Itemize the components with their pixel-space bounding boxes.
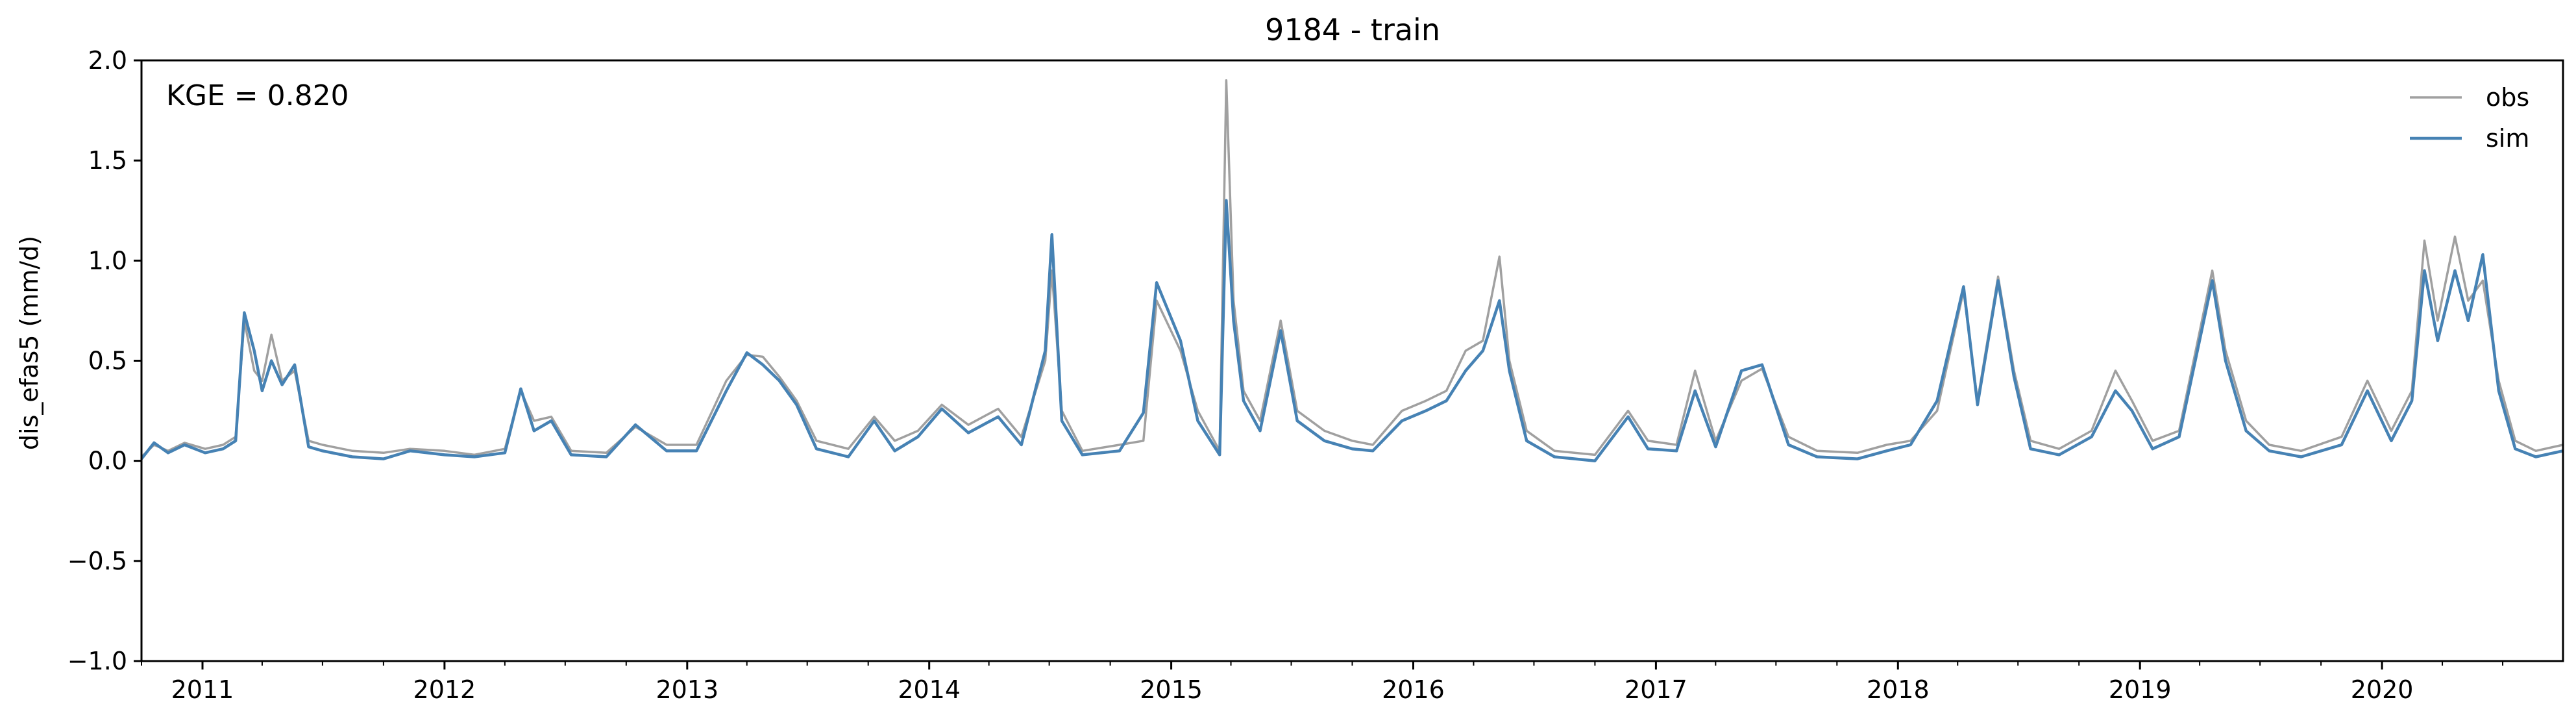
y-tick-label: −1.0 [67, 647, 127, 675]
chart-title: 9184 - train [1265, 12, 1440, 47]
kge-annotation: KGE = 0.820 [166, 79, 349, 112]
series-line-obs [140, 79, 2564, 458]
y-axis-label: dis_efas5 (mm/d) [15, 236, 43, 450]
x-tick-label: 2019 [2109, 675, 2172, 704]
x-tick-label: 2014 [898, 675, 961, 704]
x-tick-label: 2017 [1625, 675, 1687, 704]
x-tick-label: 2012 [413, 675, 476, 704]
y-tick-label: 0.5 [88, 347, 127, 375]
y-tick-label: 2.0 [88, 46, 127, 75]
series-line-sim [140, 199, 2564, 462]
y-axis: −1.0 −0.5 0.0 0.5 1.0 1.5 2.0 [67, 46, 141, 675]
x-tick-label: 2020 [2351, 675, 2414, 704]
legend-label-sim: sim [2486, 124, 2529, 153]
y-tick-label: 0.0 [88, 447, 127, 475]
y-tick-label: 1.0 [88, 246, 127, 275]
x-tick-label: 2018 [1867, 675, 1930, 704]
x-tick-label: 2016 [1382, 675, 1445, 704]
plot-area-frame [140, 59, 2564, 662]
legend: obs sim [2410, 83, 2529, 153]
x-tick-label: 2015 [1140, 675, 1203, 704]
legend-label-obs: obs [2486, 83, 2529, 112]
x-tick-label: 2011 [171, 675, 234, 704]
y-tick-label: 1.5 [88, 146, 127, 175]
x-tick-label: 2013 [656, 675, 718, 704]
series-layer [140, 79, 2564, 462]
x-axis: 2011 2012 2013 2014 2015 2016 2017 2018 2019 2020 [141, 661, 2504, 704]
y-tick-label: −0.5 [67, 547, 127, 575]
